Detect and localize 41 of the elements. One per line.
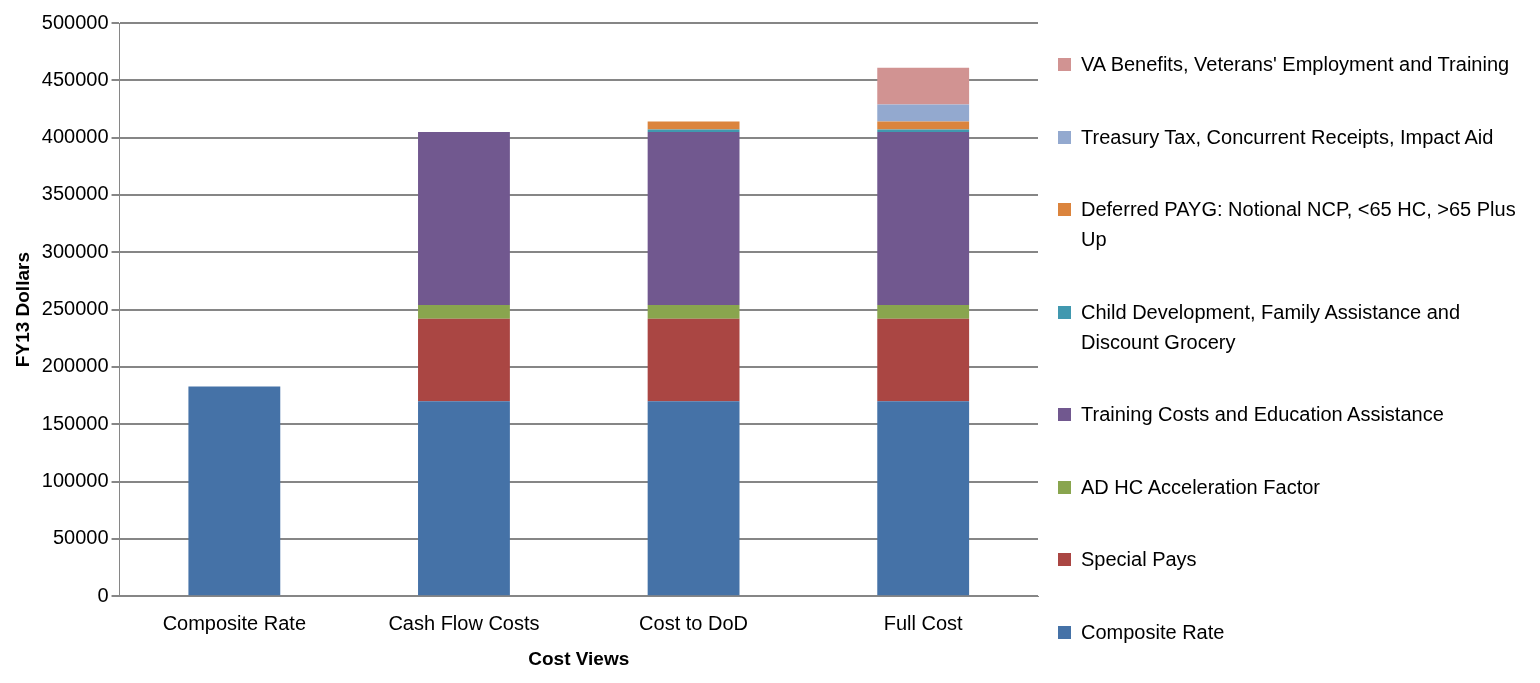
legend-label: Special Pays xyxy=(1081,547,1197,573)
x-tick-label: Cost to DoD xyxy=(639,611,749,634)
y-tick-label: 150000 xyxy=(41,411,109,434)
bar xyxy=(418,401,510,596)
bar xyxy=(647,131,740,306)
bar xyxy=(877,305,970,319)
bar xyxy=(418,318,510,402)
y-axis-title: FY13 Dollars xyxy=(11,252,33,368)
y-tick-label: 100000 xyxy=(41,469,109,492)
legend-label: VA Benefits, Veterans' Employment and Training xyxy=(1081,52,1510,78)
bar xyxy=(877,131,970,306)
x-axis-title: Cost Views xyxy=(528,647,630,669)
bar xyxy=(647,121,740,130)
bar xyxy=(647,318,740,402)
legend-label: Training Costs and Education Assistance xyxy=(1081,402,1444,428)
y-tick-label: 50000 xyxy=(52,526,109,549)
legend-label: Child Development, Family Assistance and Discount Grocery xyxy=(1081,299,1462,355)
bar xyxy=(418,305,510,319)
y-tick-label: 500000 xyxy=(41,10,109,33)
y-tick-label: 250000 xyxy=(41,297,109,320)
y-tick-label: 350000 xyxy=(41,182,109,205)
y-tick-label: 300000 xyxy=(41,239,109,262)
bar xyxy=(877,401,970,596)
y-tick-label: 0 xyxy=(97,583,109,606)
x-tick-label: Cash Flow Costs xyxy=(388,611,540,634)
y-tick-label: 200000 xyxy=(41,354,109,377)
bar xyxy=(877,318,970,402)
bar xyxy=(877,104,970,122)
bar xyxy=(418,131,510,306)
legend-label: AD HC Acceleration Factor xyxy=(1081,474,1320,500)
y-tick-label: 450000 xyxy=(41,67,109,90)
bar xyxy=(188,386,281,596)
bar xyxy=(877,121,970,130)
bar xyxy=(647,401,740,596)
x-tick-label: Full Cost xyxy=(883,611,964,634)
x-tick-label: Composite Rate xyxy=(162,611,307,634)
bar xyxy=(877,67,970,105)
y-tick-label: 400000 xyxy=(41,125,109,148)
bar xyxy=(647,305,740,319)
legend-label: Treasury Tax, Concurrent Receipts, Impact Aid xyxy=(1081,124,1494,150)
legend-label: Deferred PAYG: Notional NCP, <65 HC, >65 Plus Up xyxy=(1081,197,1517,253)
